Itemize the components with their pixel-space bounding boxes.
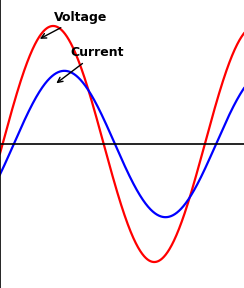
- Text: Voltage: Voltage: [41, 11, 107, 38]
- Text: Current: Current: [58, 46, 124, 82]
